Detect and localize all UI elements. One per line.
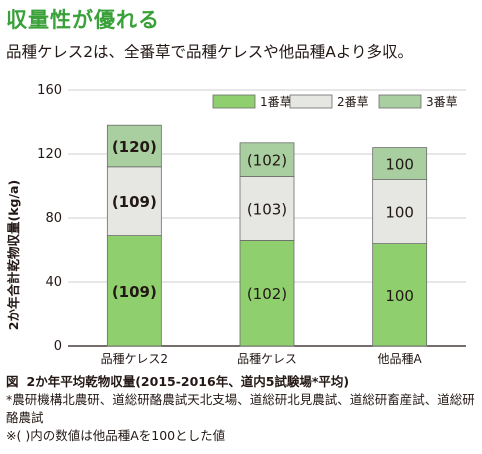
x-tick-label-3: 他品種A	[378, 352, 423, 366]
caption-title: 2か年平均乾物収量(2015-2016年、道内5試験場*平均)	[26, 374, 350, 389]
data-label-3-series-2: 100	[385, 204, 414, 222]
x-tick-label-1: 品種ケレス2	[101, 352, 168, 366]
legend-swatch-3	[378, 94, 422, 109]
y-tick-labels: 0 40 80 120 160	[37, 83, 62, 354]
data-label-1-series-2: (109)	[112, 193, 157, 211]
legend-label-3: 3番草	[426, 95, 458, 109]
legend-swatch-1	[212, 94, 256, 109]
legend-label-1: 1番草	[260, 95, 292, 109]
y-tick-label-80: 80	[45, 211, 62, 226]
legend-swatch-2	[289, 94, 333, 109]
bar-1-series-1	[106, 235, 162, 347]
data-label-2-series-2: (103)	[247, 200, 287, 218]
y-tick-label-0: 0	[54, 339, 62, 354]
bars: (109) (109) (120) (102) (103) (102) 100 100 100	[106, 124, 428, 347]
data-label-1-series-3: (120)	[112, 138, 157, 156]
legend: 1番草 2番草 3番草	[212, 94, 458, 109]
bar-3-series-2	[372, 179, 428, 244]
figure-label: 図	[6, 374, 19, 389]
y-tick-label-40: 40	[45, 275, 62, 290]
headline: 収量性が優れる	[6, 8, 160, 32]
bar-1-series-3	[106, 124, 162, 168]
data-label-2-series-3: (102)	[247, 152, 287, 170]
y-tick-label-160: 160	[37, 83, 62, 98]
y-tick-label-120: 120	[37, 147, 62, 162]
caption-title-line: 図 2か年平均乾物収量(2015-2016年、道内5試験場*平均)	[6, 373, 478, 391]
data-label-1-series-1: (109)	[112, 283, 157, 301]
bar-1-series-2	[106, 166, 162, 237]
caption-note-sites: *農研機構北農研、道総研酪農試天北支場、道総研北見農試、道総研畜産試、道総研酪農…	[6, 392, 475, 425]
legend-label-2: 2番草	[337, 95, 369, 109]
caption-note-index: ※( )内の数値は他品種Aを100とした値	[6, 428, 226, 443]
figure-caption: 図 2か年平均乾物収量(2015-2016年、道内5試験場*平均) *農研機構北農…	[6, 373, 478, 445]
x-tick-labels: 品種ケレス2 品種ケレス 他品種A	[101, 352, 423, 366]
subheadline: 品種ケレス2は、全番草で品種ケレスや他品種Aより多収。	[6, 43, 414, 61]
bar-3-series-3	[372, 147, 428, 180]
y-axis-label: 2か年合計乾物収量(kg/a)	[6, 180, 21, 330]
bar-2-series-3	[239, 142, 295, 177]
bar-3-series-1	[372, 243, 428, 347]
data-label-3-series-3: 100	[385, 156, 414, 174]
data-label-3-series-1: 100	[385, 287, 414, 305]
x-tick-label-2: 品種ケレス	[237, 352, 297, 366]
data-label-2-series-1: (102)	[247, 285, 287, 303]
